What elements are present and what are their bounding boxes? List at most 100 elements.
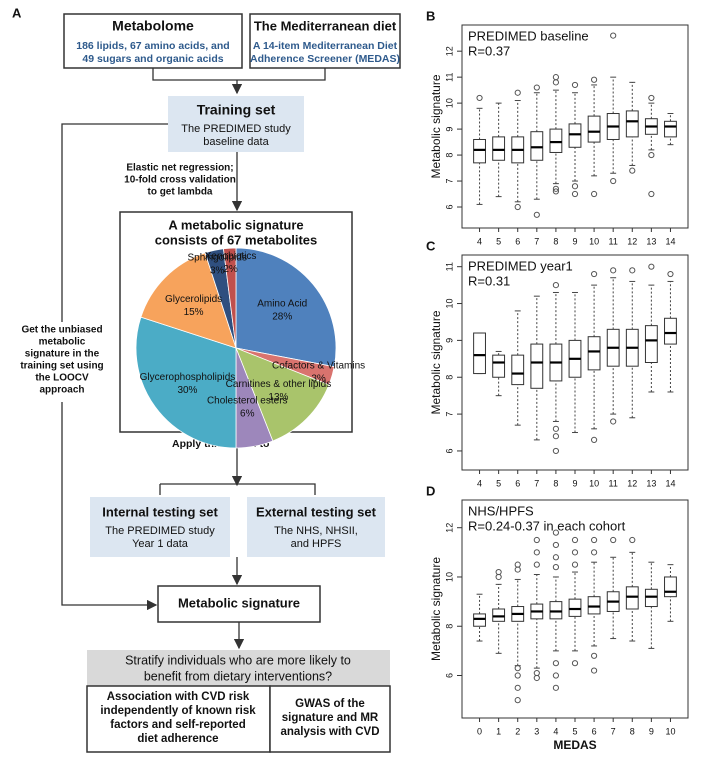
node-text: factors and self-reported: [110, 719, 245, 731]
outlier: [514, 203, 521, 211]
outlier: [571, 660, 579, 667]
loocv-text: approach: [39, 385, 84, 396]
outlier: [571, 549, 579, 556]
y-tick-label: 10: [444, 98, 454, 108]
outlier: [552, 282, 560, 289]
node-title: Metabolome: [112, 18, 194, 34]
node-text: Adherence Screener (MEDAS): [250, 53, 400, 65]
x-tick-label: 6: [515, 236, 520, 246]
pie-label: Glycerolipids: [165, 294, 222, 305]
node-text: The PREDIMED study: [181, 123, 291, 135]
panel-label: A: [12, 5, 22, 20]
x-tick-label: 7: [534, 236, 539, 246]
outlier: [571, 190, 579, 198]
x-tick-label: 4: [553, 726, 558, 736]
method-text: to get lambda: [147, 187, 212, 198]
x-tick-label: 8: [630, 726, 635, 736]
box: [644, 325, 658, 364]
x-tick-label: 11: [609, 478, 618, 488]
node-text: and HPFS: [291, 538, 342, 550]
y-tick-label: 10: [444, 299, 454, 309]
x-tick-label: 2: [515, 726, 520, 736]
x-tick-label: 6: [592, 726, 597, 736]
outlier: [648, 190, 655, 198]
x-tick-label: 0: [477, 726, 482, 736]
outlier: [495, 573, 502, 581]
chart-title: NHS/HPFS: [468, 503, 534, 518]
outlier: [514, 566, 521, 573]
outlier: [552, 564, 560, 571]
box: [473, 138, 486, 164]
outlier: [552, 433, 560, 440]
pie-value-label: 6%: [240, 409, 255, 420]
y-tick-label: 11: [444, 72, 454, 81]
node-text: A 14-item Mediterranean Diet: [253, 40, 398, 52]
pie-slice: [223, 247, 237, 349]
box: [530, 343, 544, 389]
outlier: [514, 697, 521, 704]
outlier: [552, 660, 560, 667]
box: [587, 596, 601, 615]
node-text: GWAS of the: [295, 698, 365, 710]
x-tick-label: 10: [665, 726, 675, 736]
x-tick-label: 14: [665, 478, 675, 488]
outlier: [552, 447, 560, 455]
outlier: [571, 536, 579, 544]
outlier: [667, 270, 674, 278]
panel-label: B: [426, 8, 435, 23]
box: [549, 128, 563, 153]
x-tick-label: 11: [609, 236, 618, 246]
node-text: Stratify individuals who are more likely…: [125, 653, 351, 667]
y-tick-label: 7: [444, 179, 454, 184]
node-text: Association with CVD risk: [107, 691, 250, 703]
pie-label: Amino Acid: [257, 298, 307, 309]
outlier: [552, 529, 560, 536]
box: [549, 601, 563, 620]
panel-label: D: [426, 483, 435, 498]
box: [587, 115, 601, 143]
node-text: signature and MR: [282, 712, 379, 724]
outlier: [514, 672, 521, 679]
label-bg: [12, 322, 112, 402]
outlier: [648, 94, 655, 102]
outlier: [610, 418, 617, 425]
box: [644, 588, 658, 608]
outlier: [571, 81, 579, 89]
outlier: [533, 211, 540, 218]
chart-title: PREDIMED year1: [468, 258, 573, 273]
y-tick-label: 6: [444, 673, 454, 678]
x-tick-label: 8: [553, 478, 558, 488]
x-tick-label: 7: [534, 478, 539, 488]
x-tick-label: 5: [572, 726, 577, 736]
pie-value-label: 15%: [184, 307, 204, 318]
node-text: diet adherence: [137, 733, 218, 745]
node-text: Year 1 data: [132, 538, 189, 550]
y-tick-label: 12: [444, 46, 454, 56]
pie-slice: [140, 252, 237, 349]
pie-label: Xenobiotics: [205, 251, 257, 262]
x-tick-label: 4: [477, 236, 482, 246]
node-text: 49 sugars and organic acids: [82, 53, 223, 65]
box: [530, 131, 544, 161]
y-tick-label: 6: [444, 205, 454, 210]
box: [473, 613, 486, 627]
x-tick-label: 4: [477, 478, 482, 488]
pie-label: Glycerophospholipids: [140, 372, 236, 383]
pie-value-label: 28%: [272, 311, 292, 322]
outlier: [552, 425, 560, 432]
chart-subtitle: R=0.37: [468, 43, 510, 58]
outlier: [571, 183, 579, 190]
x-tick-label: 9: [649, 726, 654, 736]
loocv-text: training set using: [20, 361, 103, 372]
x-tick-label: 7: [611, 726, 616, 736]
outlier: [629, 167, 636, 174]
outlier: [629, 536, 636, 544]
pie-label: Cofactors & Vitamins: [272, 361, 365, 372]
node-text: analysis with CVD: [280, 726, 379, 738]
node: [249, 13, 401, 69]
node-title: Internal testing set: [102, 504, 218, 519]
pie-label: Cholesterol esters: [207, 396, 288, 407]
y-tick-label: 11: [444, 262, 454, 271]
